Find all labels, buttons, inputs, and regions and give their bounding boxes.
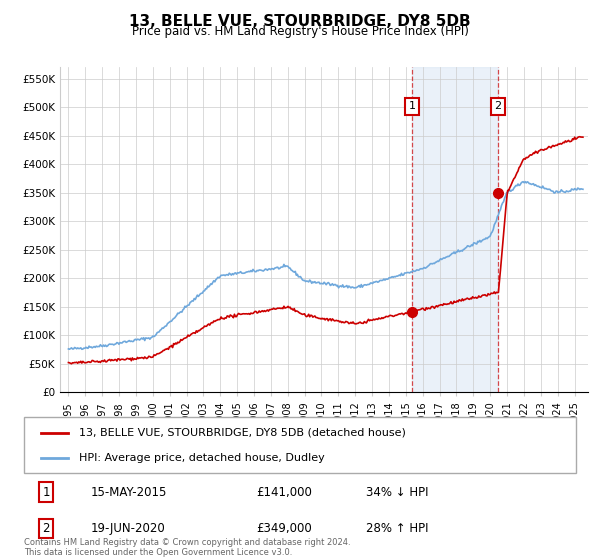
Text: 2: 2 bbox=[43, 522, 50, 535]
FancyBboxPatch shape bbox=[24, 417, 576, 473]
Text: Contains HM Land Registry data © Crown copyright and database right 2024.
This d: Contains HM Land Registry data © Crown c… bbox=[24, 538, 350, 557]
Text: 13, BELLE VUE, STOURBRIDGE, DY8 5DB (detached house): 13, BELLE VUE, STOURBRIDGE, DY8 5DB (det… bbox=[79, 428, 406, 438]
Text: 1: 1 bbox=[43, 486, 50, 498]
Text: 2: 2 bbox=[494, 101, 502, 111]
Text: 34% ↓ HPI: 34% ↓ HPI bbox=[366, 486, 429, 498]
Bar bbox=[412, 67, 498, 392]
Text: HPI: Average price, detached house, Dudley: HPI: Average price, detached house, Dudl… bbox=[79, 452, 325, 463]
Text: 1: 1 bbox=[409, 101, 416, 111]
Text: £349,000: £349,000 bbox=[256, 522, 311, 535]
Text: Price paid vs. HM Land Registry's House Price Index (HPI): Price paid vs. HM Land Registry's House … bbox=[131, 25, 469, 38]
Text: 28% ↑ HPI: 28% ↑ HPI bbox=[366, 522, 429, 535]
Text: 13, BELLE VUE, STOURBRIDGE, DY8 5DB: 13, BELLE VUE, STOURBRIDGE, DY8 5DB bbox=[129, 14, 471, 29]
Text: £141,000: £141,000 bbox=[256, 486, 312, 498]
Text: 19-JUN-2020: 19-JUN-2020 bbox=[90, 522, 165, 535]
Text: 15-MAY-2015: 15-MAY-2015 bbox=[90, 486, 167, 498]
